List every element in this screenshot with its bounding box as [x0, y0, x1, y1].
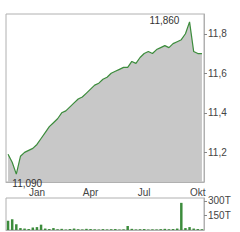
- svg-text:11,8: 11,8: [208, 28, 227, 39]
- svg-text:11,6: 11,6: [208, 68, 227, 79]
- svg-text:11,860: 11,860: [150, 15, 180, 26]
- svg-text:11,090: 11,090: [12, 178, 42, 189]
- svg-text:Apr: Apr: [83, 187, 99, 198]
- svg-text:300T: 300T: [208, 195, 231, 206]
- svg-text:Okt: Okt: [190, 187, 206, 198]
- svg-text:11,4: 11,4: [208, 107, 227, 118]
- svg-text:Jan: Jan: [28, 186, 45, 198]
- svg-text:Jul: Jul: [138, 187, 151, 198]
- svg-text:150T: 150T: [208, 210, 231, 221]
- svg-text:11,2: 11,2: [208, 147, 227, 158]
